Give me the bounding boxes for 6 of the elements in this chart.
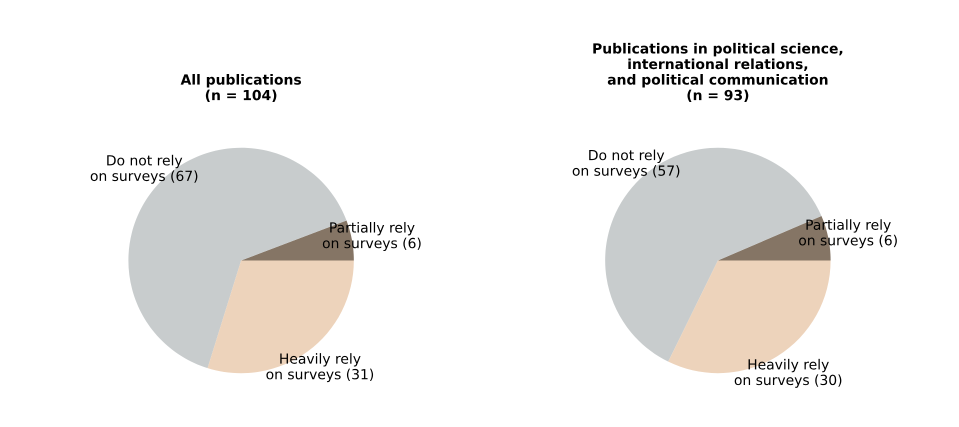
- slice-label: Do not rely on surveys (57): [572, 150, 680, 179]
- slice-label: Heavily rely on surveys (31): [266, 353, 374, 382]
- chart-title: All publications (n = 104): [180, 74, 302, 102]
- slice-label: Do not rely on surveys (67): [90, 154, 198, 184]
- chart-title: Publications in political science, international relations, and political communication (n = 93): [593, 42, 842, 102]
- slice-label: Heavily rely on surveys (30): [734, 358, 842, 388]
